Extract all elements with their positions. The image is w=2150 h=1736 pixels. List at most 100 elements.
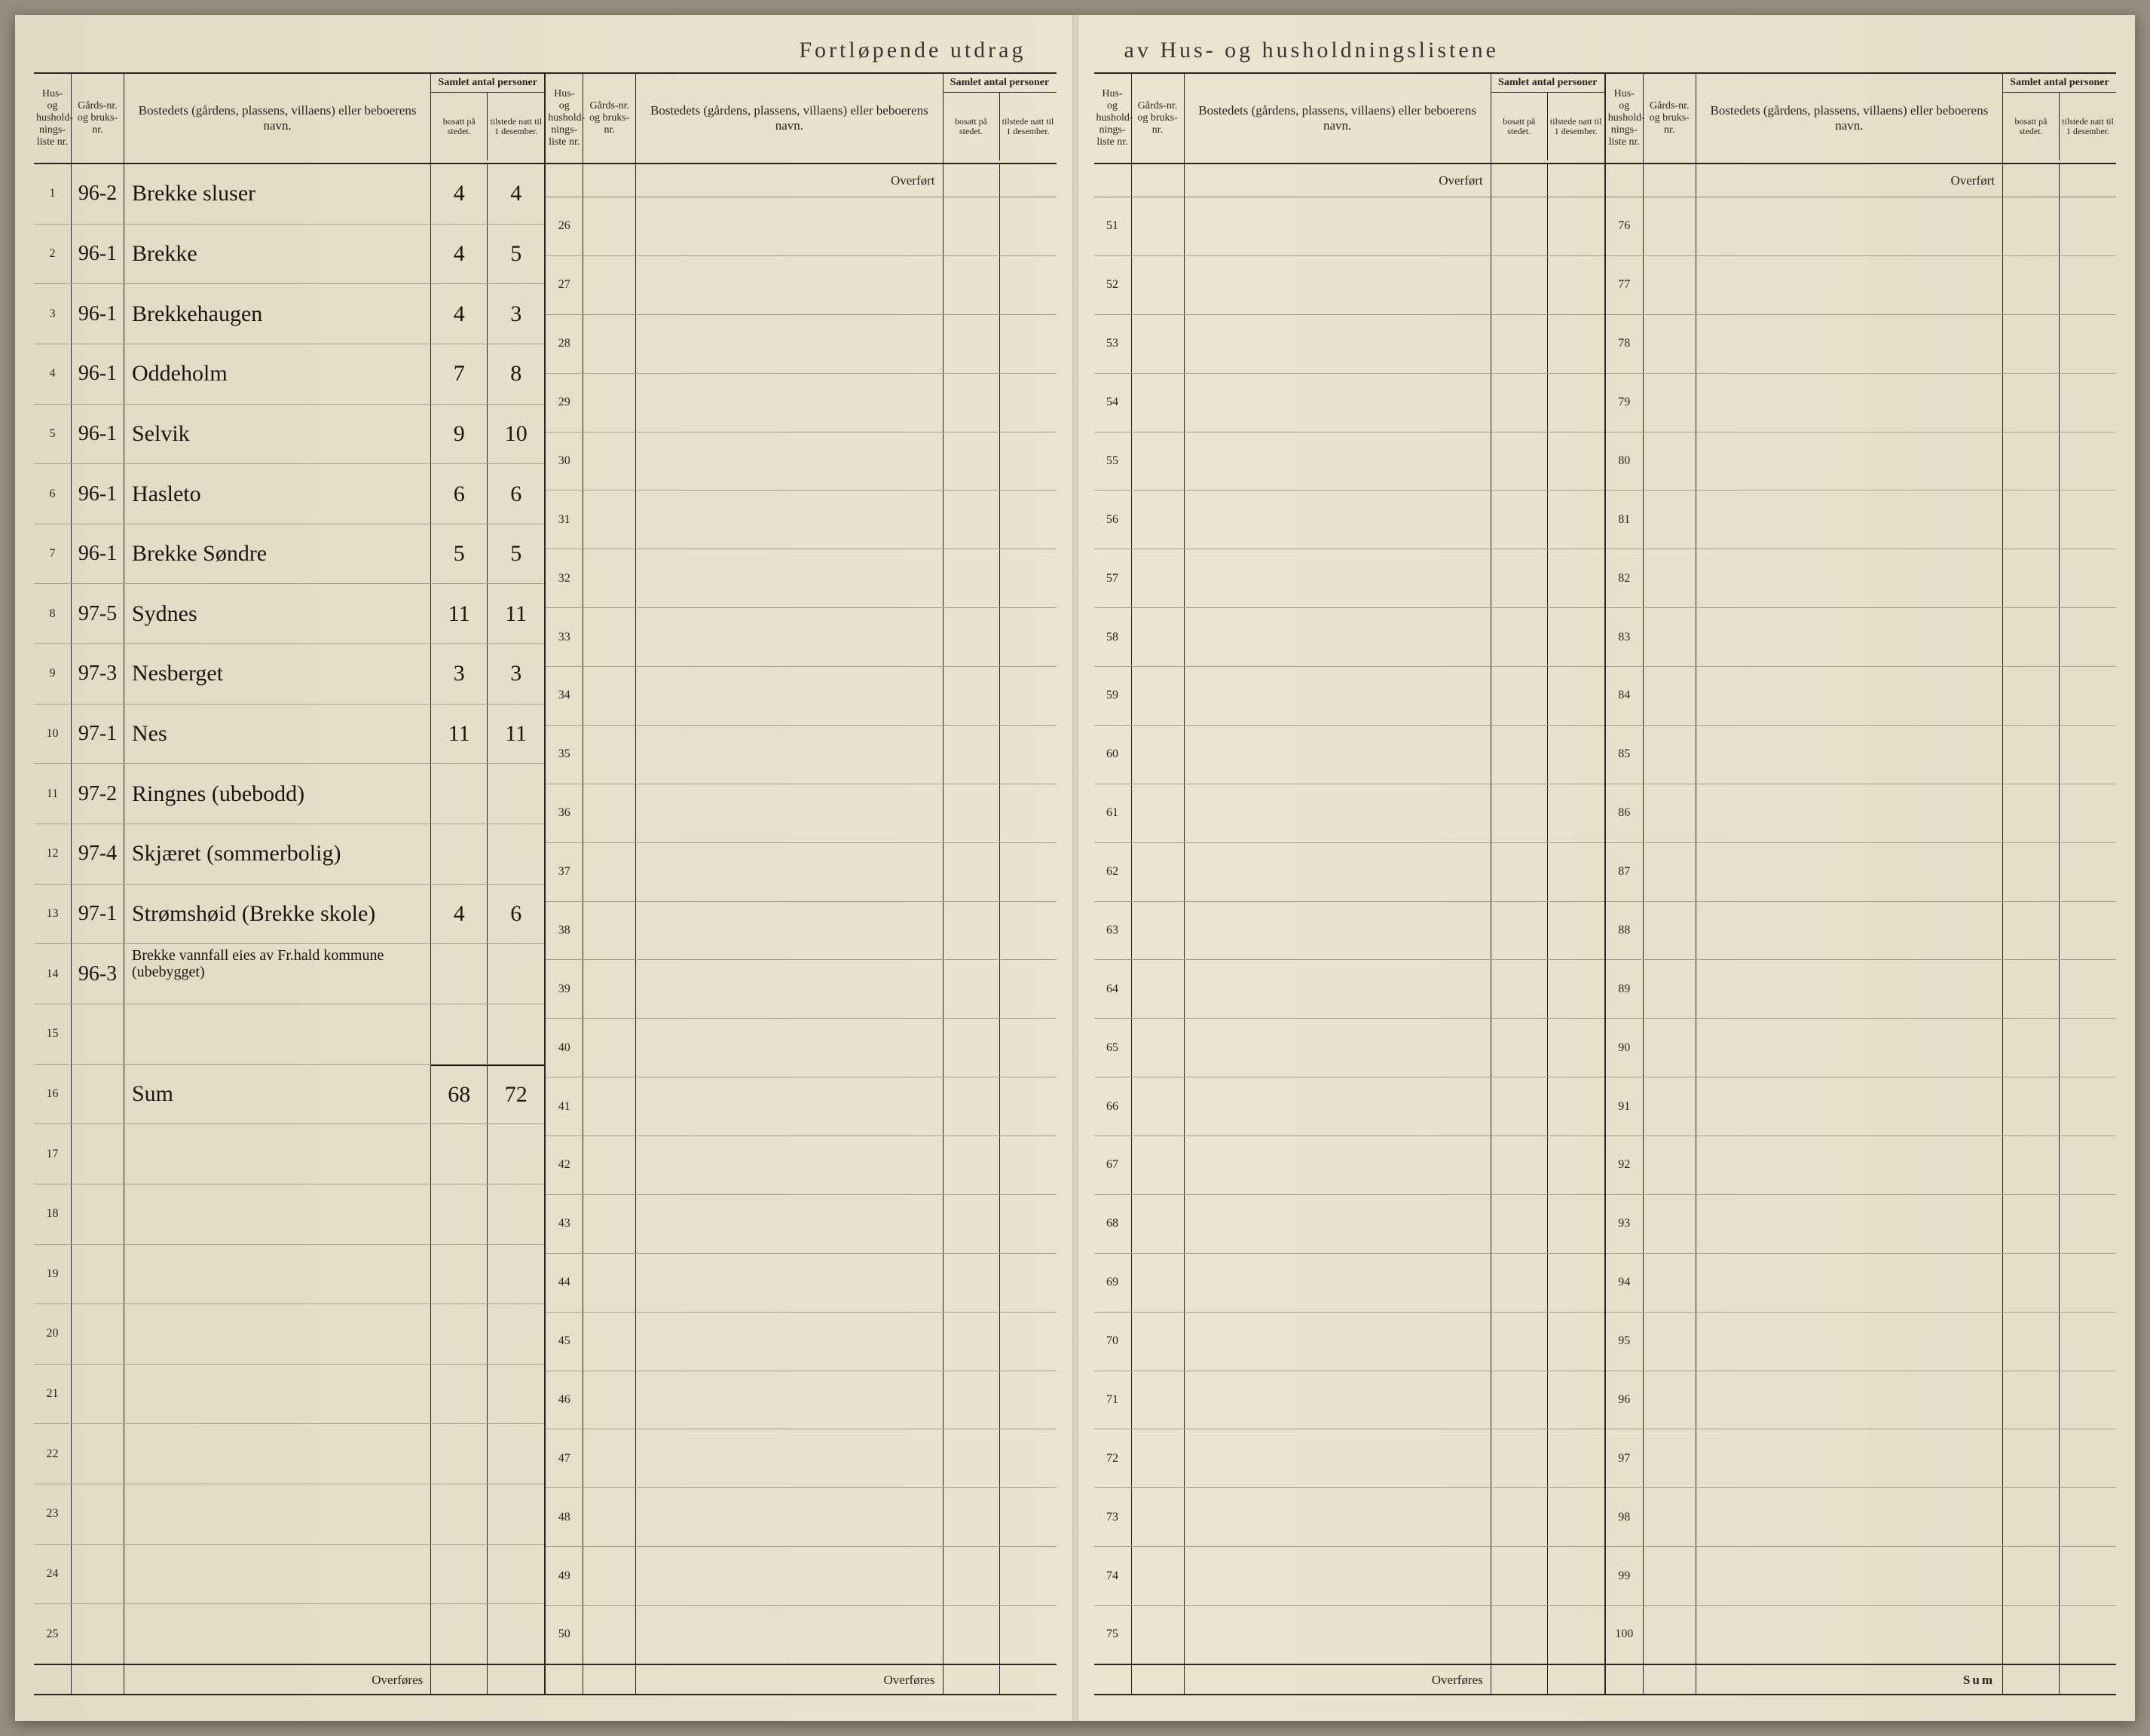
- bosatt-count: [1491, 726, 1548, 784]
- table-row: 1197-2Ringnes (ubebodd): [34, 764, 544, 824]
- bosatt-count: [1491, 1547, 1548, 1605]
- table-row: 47: [546, 1429, 1056, 1488]
- bosted-name: [1696, 667, 2003, 725]
- gard-nr: [583, 1429, 636, 1487]
- gard-nr: [72, 1484, 124, 1544]
- tilstede-count: [1548, 667, 1604, 725]
- table-row: 94: [1606, 1254, 2116, 1313]
- row-number: 14: [34, 944, 72, 1004]
- row-number: 94: [1606, 1254, 1644, 1312]
- bosatt-count: [943, 374, 1000, 432]
- bosted-name: [1696, 256, 2003, 314]
- tilstede-count: [2060, 1371, 2116, 1429]
- tilstede-count: [1548, 1606, 1604, 1664]
- bosted-name: Nes: [124, 704, 431, 764]
- tilstede-count: [1000, 491, 1057, 549]
- gard-nr: [583, 960, 636, 1018]
- bosted-name: Brekkehaugen: [124, 284, 431, 344]
- header-tilstede: tilstede natt til 1 desember.: [488, 93, 544, 160]
- bosted-name: [636, 374, 943, 432]
- bosatt-count: [2003, 1547, 2060, 1605]
- bosted-name: [1185, 256, 1491, 314]
- row-number: 86: [1606, 784, 1644, 842]
- rows-block-1: 196-2Brekke sluser44296-1Brekke45396-1Br…: [34, 164, 544, 1664]
- gard-nr: [1132, 1371, 1185, 1429]
- bosatt-count: [943, 315, 1000, 373]
- header-samlet: Samlet antal personer bosatt på stedet. …: [943, 74, 1057, 163]
- row-number: 12: [34, 824, 72, 884]
- bosted-name: [636, 491, 943, 549]
- gard-nr: [583, 1547, 636, 1605]
- gard-nr: [1644, 1077, 1696, 1135]
- sum-label: Sum: [1696, 1665, 2003, 1694]
- tilstede-count: [1000, 902, 1057, 960]
- row-number: 72: [1094, 1429, 1132, 1487]
- bosatt-count: [431, 1365, 488, 1424]
- header-tilstede: tilstede natt til 1 desember.: [1548, 93, 1604, 160]
- bosatt-count: [1491, 902, 1548, 960]
- row-number: 95: [1606, 1313, 1644, 1371]
- bosatt-count: [943, 1547, 1000, 1605]
- tilstede-count: [1548, 608, 1604, 666]
- table-row: 52: [1094, 256, 1604, 315]
- bosatt-count: [1491, 1606, 1548, 1664]
- bosted-name: [636, 1254, 943, 1312]
- row-number: 63: [1094, 902, 1132, 960]
- gard-nr: [583, 374, 636, 432]
- row-number: 18: [34, 1184, 72, 1244]
- overfort-row: Overført: [546, 164, 1056, 197]
- gard-nr: [1132, 784, 1185, 842]
- table-row: 30: [546, 432, 1056, 491]
- bosatt-count: [1491, 1488, 1548, 1546]
- header-bosted: Bostedets (gårdens, plassens, villaens) …: [1185, 74, 1491, 163]
- tilstede-count: [2060, 784, 2116, 842]
- tilstede-count: [488, 1604, 544, 1664]
- row-number: 9: [34, 644, 72, 704]
- table-row: 55: [1094, 432, 1604, 491]
- tilstede-count: [1000, 1019, 1057, 1077]
- gard-nr: [1132, 1254, 1185, 1312]
- row-number: 60: [1094, 726, 1132, 784]
- gard-nr: 97-2: [72, 764, 124, 824]
- bosted-name: Sydnes: [124, 584, 431, 643]
- bosted-name: Nesberget: [124, 644, 431, 704]
- bosted-name: [1185, 960, 1491, 1018]
- gard-nr: 97-1: [72, 704, 124, 764]
- right-page: av Hus- og husholdningslistene Hus- og h…: [1075, 15, 2136, 1721]
- bosatt-count: 4: [431, 885, 488, 944]
- bosatt-count: [1491, 1254, 1548, 1312]
- bosatt-count: 11: [431, 704, 488, 764]
- bosatt-count: [2003, 667, 2060, 725]
- bosted-name: [636, 784, 943, 842]
- tilstede-count: [488, 1184, 544, 1244]
- bosted-name: [1185, 1371, 1491, 1429]
- row-number: 51: [1094, 197, 1132, 255]
- row-number: 11: [34, 764, 72, 824]
- tilstede-count: [1548, 549, 1604, 607]
- row-number: 16: [34, 1065, 72, 1124]
- left-columns: Hus- og hushold-nings-liste nr. Gårds-nr…: [34, 72, 1057, 1695]
- tilstede-count: [1548, 1313, 1604, 1371]
- gard-nr: 97-4: [72, 824, 124, 884]
- bosted-name: [1185, 1195, 1491, 1253]
- row-number: 68: [1094, 1195, 1132, 1253]
- bosatt-count: 3: [431, 644, 488, 704]
- gard-nr: [72, 1304, 124, 1364]
- gard-nr: [1132, 1313, 1185, 1371]
- bosted-name: [1185, 374, 1491, 432]
- row-number: 40: [546, 1019, 583, 1077]
- row-number: 58: [1094, 608, 1132, 666]
- gard-nr: [1644, 256, 1696, 314]
- table-row: 60: [1094, 726, 1604, 784]
- gard-nr: [72, 1604, 124, 1664]
- row-number: 8: [34, 584, 72, 643]
- row-number: 98: [1606, 1488, 1644, 1546]
- bosted-name: [1185, 432, 1491, 491]
- row-number: 44: [546, 1254, 583, 1312]
- tilstede-count: [2060, 549, 2116, 607]
- bosatt-count: [2003, 1371, 2060, 1429]
- bosted-name: Ringnes (ubebodd): [124, 764, 431, 824]
- rows-block-3: Overført51525354555657585960616263646566…: [1094, 164, 1604, 1664]
- row-number: 75: [1094, 1606, 1132, 1664]
- gard-nr: [1132, 1136, 1185, 1194]
